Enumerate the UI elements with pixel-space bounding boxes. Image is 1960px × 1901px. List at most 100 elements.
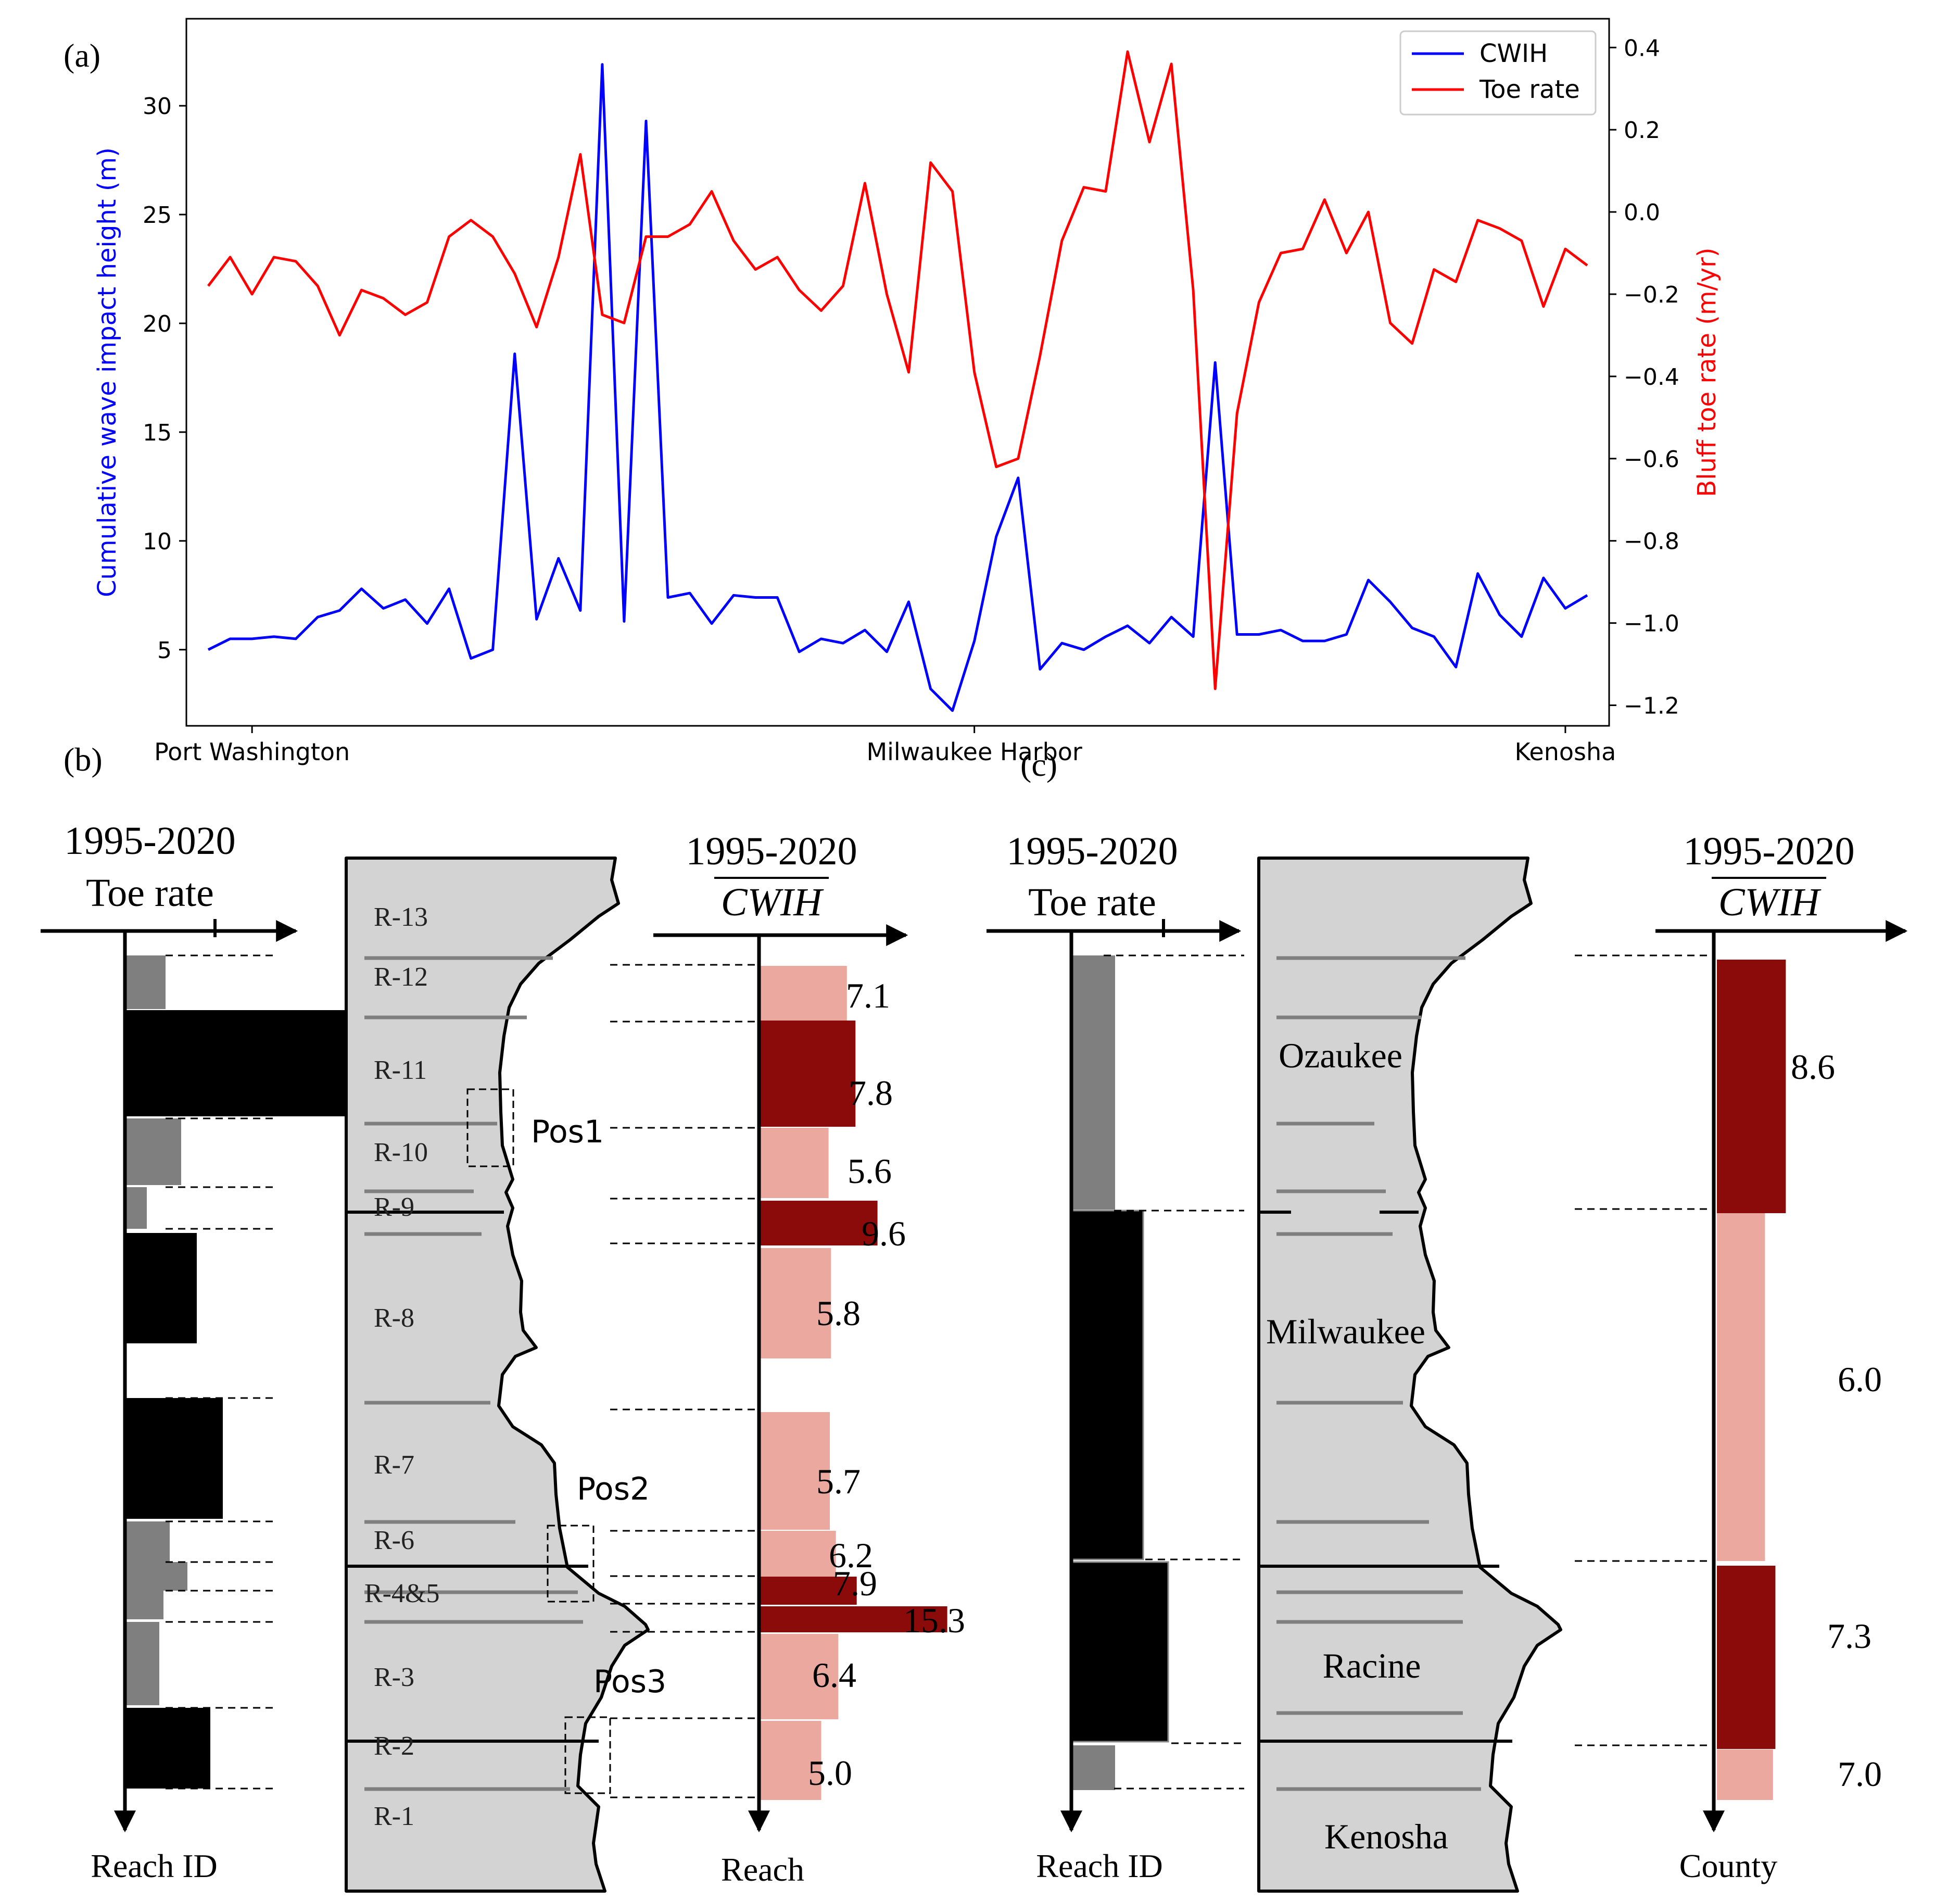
toe-bar-r12: [125, 955, 166, 1009]
cwih-bar-label: 5.6: [848, 1151, 892, 1191]
cwih-series-line: [207, 63, 1588, 712]
c-county-lines: [1259, 1211, 1512, 1743]
reach-label: R-9: [374, 1192, 414, 1222]
cwih-bar-label: 7.3: [1827, 1616, 1872, 1656]
county-label-kenosha: Kenosha: [1324, 1817, 1448, 1856]
toe-bar-ozaukee: [1071, 955, 1115, 1210]
cwih-bar-reach: [760, 1201, 878, 1245]
toe-bar-r3: [125, 1622, 159, 1705]
left-y-axis-label: Cumulative wave impact height (m): [93, 147, 122, 597]
legend-label-cwih: CWIH: [1480, 39, 1548, 68]
c-left-title-years: 1995-2020: [1006, 829, 1178, 873]
cwih-bar-reach: [760, 1721, 821, 1800]
toe-bar-r10: [125, 1118, 181, 1185]
cwih-bar-county: [1717, 1566, 1776, 1749]
b-right-title-years: 1995-2020: [686, 829, 857, 873]
b-county-lines: [346, 1211, 599, 1743]
reach-label: R-3: [374, 1663, 414, 1692]
cwih-bar-label: 7.8: [849, 1073, 893, 1113]
toe-rate-series-line: [207, 50, 1588, 690]
cwih-bar-label: 15.3: [903, 1601, 965, 1640]
left-tick-label: 30: [143, 93, 172, 120]
reach-label: R-13: [374, 902, 428, 932]
c-right-boundary-dashes: [1575, 954, 1713, 1746]
right-axis-ticks: 0.4 0.2 0.0 −0.2 −0.4 −0.6 −0.8 −1.0 −1.2: [1609, 35, 1679, 720]
pos1-box: [466, 1088, 514, 1167]
c-right-title-years: 1995-2020: [1683, 829, 1854, 873]
toe-bar-milwaukee: [1070, 1210, 1144, 1560]
c-left-title-variable: Toe rate: [1028, 880, 1156, 924]
pos1-label: Pos1: [531, 1114, 604, 1150]
c-map-dividers: [1276, 956, 1481, 1791]
panel-a: (a) 5 10 15 20 25 30 0.4 0.2 0.0 −0.2 −0.4 −0.6 −0.…: [64, 18, 1722, 766]
b-cwih-bars: 7.1 7.8 5.6 9.6 5.8 5.7 6.27.9 15.3 6.4 5.0: [760, 966, 965, 1800]
b-left-title-variable: Toe rate: [86, 871, 214, 915]
cwih-bar-label: 5.0: [808, 1753, 852, 1793]
cwih-bar-reach: [760, 1577, 857, 1605]
b-reach-labels: R-13 R-12 R-11 R-10 R-9 R-8 R-7 R-6 R-4&5 R-3 R-2 R…: [364, 902, 439, 1831]
left-tick-label: 15: [143, 420, 172, 446]
cwih-bar-label: 7.1: [846, 976, 890, 1015]
panel-a-label: (a): [64, 37, 100, 74]
x-tick-label: Port Washington: [154, 738, 350, 766]
left-tick-label: 25: [143, 202, 172, 229]
reach-label: R-6: [374, 1526, 414, 1555]
c-cwih-bars: 8.6 6.0 7.3 7.0: [1717, 960, 1882, 1800]
cwih-bar-reach: [760, 1606, 947, 1632]
cwih-bar-reach: [760, 1248, 831, 1358]
c-left-boundary-dashes: [1104, 954, 1244, 1790]
right-tick-label: −1.2: [1624, 693, 1679, 720]
cwih-bar-county: [1717, 1213, 1765, 1561]
toe-bar-r2: [125, 1708, 210, 1789]
pos2-label: Pos2: [577, 1471, 650, 1507]
cwih-bar-reach: [760, 1634, 839, 1719]
left-tick-label: 5: [157, 637, 172, 664]
c-right-axis-label: County: [1679, 1847, 1777, 1884]
reach-label: R-8: [374, 1303, 414, 1333]
left-axis-ticks: 5 10 15 20 25 30: [143, 93, 186, 664]
toe-bar-r4: [125, 1591, 163, 1619]
panel-c-label: (c): [1020, 746, 1057, 783]
b-position-boxes: [466, 1088, 611, 1794]
b-left-title-years: 1995-2020: [64, 819, 235, 863]
right-tick-label: −0.4: [1624, 364, 1679, 391]
toe-bar-kenosha: [1071, 1745, 1115, 1790]
cwih-bar-county: [1717, 960, 1786, 1213]
c-left-axis-label: Reach ID: [1036, 1847, 1162, 1884]
toe-bar-r6: [125, 1521, 170, 1562]
right-tick-label: −0.2: [1624, 282, 1679, 308]
panel-c: (c) 1995-2020 Toe rate Reach ID: [987, 746, 1908, 1893]
reach-label: R-1: [374, 1802, 414, 1831]
cwih-bar-label: 5.8: [816, 1293, 861, 1333]
c-right-title-variable: CWIH: [1718, 880, 1822, 924]
plot-frame: [185, 18, 1610, 727]
right-tick-label: 0.2: [1624, 117, 1660, 144]
b-right-title-variable: CWIH: [721, 880, 824, 924]
b-right-axis-label: Reach: [721, 1851, 804, 1888]
b-shoreline-map: [345, 857, 650, 1893]
right-tick-label: −1.0: [1624, 611, 1679, 637]
b-left-boundary-dashes: [166, 954, 276, 1790]
legend-label-toe-rate: Toe rate: [1479, 75, 1580, 104]
x-tick-label: Kenosha: [1515, 738, 1616, 766]
right-y-axis-label: Bluff toe rate (m/yr): [1692, 247, 1722, 497]
cwih-bar-label: 7.9: [833, 1564, 877, 1603]
cwih-bar-label: 6.0: [1838, 1359, 1882, 1399]
right-tick-label: −0.6: [1624, 446, 1679, 473]
toe-bar-r9: [125, 1187, 147, 1229]
x-tick-label: Milwaukee Harbor: [866, 738, 1082, 766]
cwih-bar-label: 7.0: [1838, 1754, 1882, 1794]
pos2-box: [547, 1525, 595, 1603]
cwih-bar-label: 8.6: [1791, 1047, 1835, 1087]
reach-label: R-11: [374, 1055, 427, 1085]
b-map-dividers: [364, 956, 583, 1791]
reach-label: R-4&5: [364, 1579, 439, 1608]
toe-bar-r8: [125, 1233, 197, 1343]
cwih-bar-label: 6.2: [829, 1535, 873, 1575]
county-label-racine: Racine: [1323, 1646, 1421, 1685]
toe-bar-r5: [125, 1562, 187, 1591]
reach-label: R-2: [374, 1731, 414, 1761]
cwih-bar-label: 6.4: [812, 1655, 856, 1695]
left-tick-label: 10: [143, 528, 172, 555]
